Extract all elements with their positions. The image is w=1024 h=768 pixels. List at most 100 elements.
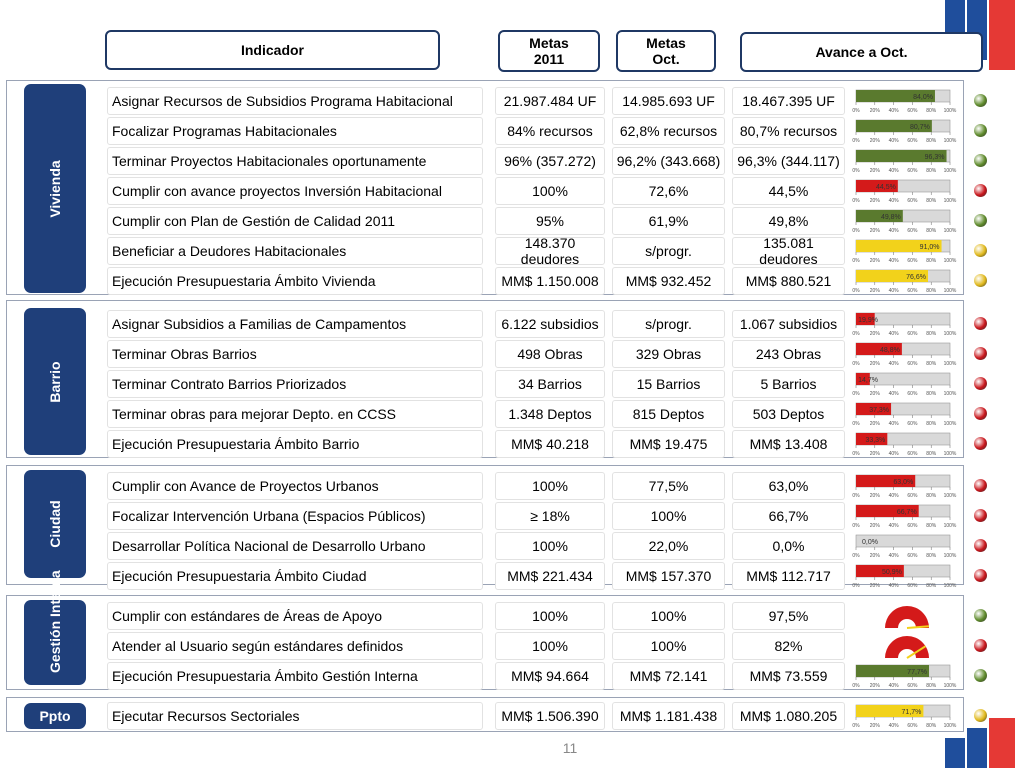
tick-label: 80% xyxy=(926,493,937,499)
progress-chart xyxy=(885,606,930,629)
meta-oct: 96,2% (343.668) xyxy=(612,147,725,175)
avance: 0,0% xyxy=(732,532,845,560)
meta-oct: 100% xyxy=(612,632,725,660)
avance: 49,8% xyxy=(732,207,845,235)
tick-label: 80% xyxy=(926,361,937,367)
tick-label: 40% xyxy=(889,421,900,427)
section-name: Ciudad xyxy=(47,500,63,548)
bar-label: 96,3% xyxy=(925,154,945,161)
tick-label: 40% xyxy=(889,108,900,114)
bar-label: 48,8% xyxy=(880,347,900,354)
tick-label: 60% xyxy=(907,198,918,204)
bar-label: 66,7% xyxy=(897,509,917,516)
tick-label: 60% xyxy=(907,228,918,234)
meta-2011: 100% xyxy=(495,632,605,660)
bar-label: 50,9% xyxy=(882,569,902,576)
tick-label: 0% xyxy=(852,583,860,589)
status-dot xyxy=(974,407,987,420)
meta-oct: MM$ 1.181.438 xyxy=(612,702,725,730)
progress-chart: 44,5% 0% 20% 40% 60% 80% 100% xyxy=(852,179,957,204)
indicator: Terminar Obras Barrios xyxy=(107,340,483,368)
meta-2011: MM$ 94.664 xyxy=(495,662,605,690)
tick-label: 80% xyxy=(926,391,937,397)
tick-label: 60% xyxy=(907,553,918,559)
meta-oct: 22,0% xyxy=(612,532,725,560)
avance: 135.081 deudores xyxy=(732,235,845,267)
meta-2011: 100% xyxy=(495,602,605,630)
meta-oct: 77,5% xyxy=(612,472,725,500)
meta-oct: s/progr. xyxy=(612,310,725,338)
indicator: Ejecutar Recursos Sectoriales xyxy=(107,702,483,730)
status-dot xyxy=(974,184,987,197)
meta-2011: 95% xyxy=(495,207,605,235)
tick-label: 40% xyxy=(889,228,900,234)
meta-oct: 72,6% xyxy=(612,177,725,205)
indicator: Cumplir con avance proyectos Inversión H… xyxy=(107,177,483,205)
bar xyxy=(856,565,904,577)
status-dot xyxy=(974,244,987,257)
section-box xyxy=(6,465,964,585)
tick-label: 100% xyxy=(944,168,957,174)
header-metas-2011: Metas 2011 xyxy=(498,30,600,72)
bar xyxy=(856,475,916,487)
tick-label: 100% xyxy=(944,421,957,427)
header-metas-oct: Metas Oct. xyxy=(616,30,716,72)
meta-oct: 61,9% xyxy=(612,207,725,235)
header-avance: Avance a Oct. xyxy=(740,32,983,72)
tick-label: 0% xyxy=(852,683,860,689)
status-dot xyxy=(974,669,987,682)
tick-label: 60% xyxy=(907,258,918,264)
indicator: Focalizar Programas Habitacionales xyxy=(107,117,483,145)
status-dot xyxy=(974,479,987,492)
progress-chart: 76,6% 0% 20% 40% 60% 80% 100% xyxy=(852,269,957,294)
tick-label: 20% xyxy=(870,493,881,499)
tick-label: 60% xyxy=(907,523,918,529)
avance: MM$ 112.717 xyxy=(732,562,845,590)
tick-label: 0% xyxy=(852,198,860,204)
tick-label: 100% xyxy=(944,258,957,264)
tick-label: 40% xyxy=(889,138,900,144)
gauge-needle xyxy=(906,625,930,629)
section-box xyxy=(6,697,964,732)
tick-label: 40% xyxy=(889,258,900,264)
tick-label: 40% xyxy=(889,553,900,559)
meta-oct: 14.985.693 UF xyxy=(612,87,725,115)
tick-label: 0% xyxy=(852,108,860,114)
progress-chart: 14,7% 0% 20% 40% 60% 80% 100% xyxy=(852,372,957,397)
avance: 82% xyxy=(732,632,845,660)
avance: 97,5% xyxy=(732,602,845,630)
bar xyxy=(856,180,898,192)
avance: 66,7% xyxy=(732,502,845,530)
tick-label: 0% xyxy=(852,168,860,174)
progress-chart: 37,3% 0% 20% 40% 60% 80% 100% xyxy=(852,402,957,427)
tick-label: 40% xyxy=(889,451,900,457)
indicator: Focalizar Intervención Urbana (Espacios … xyxy=(107,502,483,530)
bar xyxy=(856,343,902,355)
bar-label: 33,3% xyxy=(865,437,885,444)
bar xyxy=(856,313,875,325)
section-name: Vivienda xyxy=(47,159,63,218)
section-label: Barrio xyxy=(24,308,86,455)
tick-label: 60% xyxy=(907,168,918,174)
meta-2011: MM$ 40.218 xyxy=(495,430,605,458)
tick-label: 40% xyxy=(889,198,900,204)
tick-label: 60% xyxy=(907,391,918,397)
indicator: Cumplir con Avance de Proyectos Urbanos xyxy=(107,472,483,500)
decoration xyxy=(945,718,1015,768)
page-number: 11 xyxy=(562,740,578,756)
bar-label: 0,0% xyxy=(862,539,878,546)
meta-oct: 815 Deptos xyxy=(612,400,725,428)
bar-label: 44,5% xyxy=(876,184,896,191)
meta-2011: 34 Barrios xyxy=(495,370,605,398)
tick-label: 100% xyxy=(944,108,957,114)
tick-label: 100% xyxy=(944,553,957,559)
tick-label: 20% xyxy=(870,451,881,457)
bar-label: 80,7% xyxy=(910,124,930,131)
tick-label: 20% xyxy=(870,331,881,337)
indicator: Ejecución Presupuestaria Ámbito Gestión … xyxy=(107,662,483,690)
tick-label: 60% xyxy=(907,361,918,367)
meta-2011: 498 Obras xyxy=(495,340,605,368)
tick-label: 0% xyxy=(852,493,860,499)
tick-label: 80% xyxy=(926,228,937,234)
tick-label: 80% xyxy=(926,168,937,174)
